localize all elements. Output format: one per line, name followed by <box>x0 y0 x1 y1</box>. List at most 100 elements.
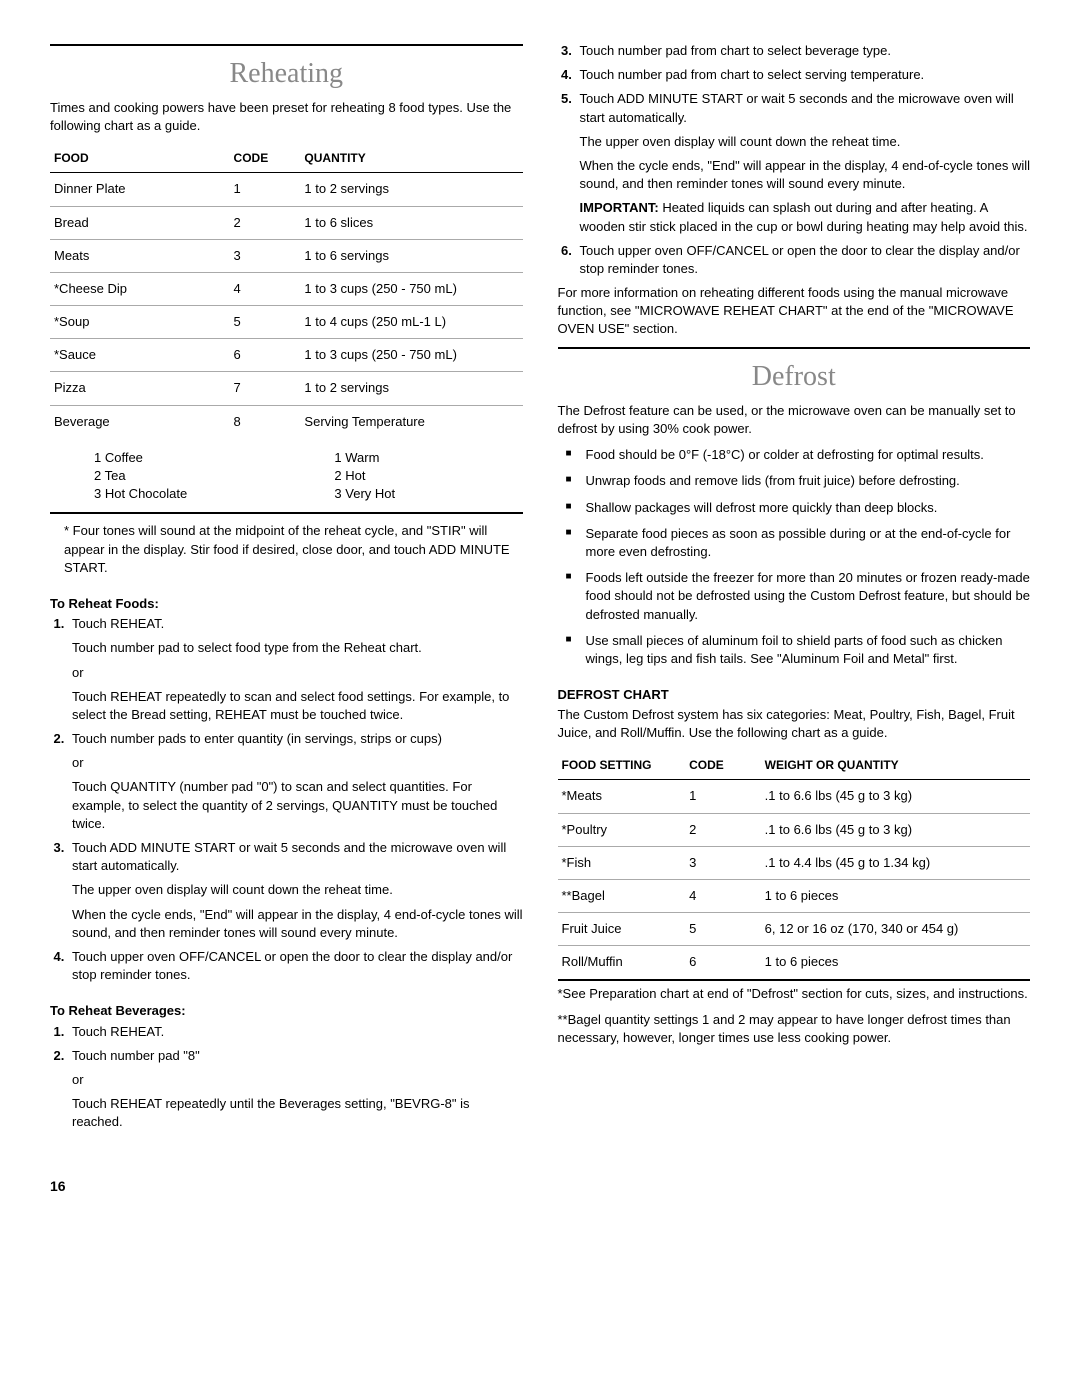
th-food: Food <box>50 144 230 173</box>
table-cell: 3 <box>230 239 301 272</box>
table-row: *Meats1.1 to 6.6 lbs (45 g to 3 kg) <box>558 780 1031 813</box>
table-cell: 1 to 6 servings <box>300 239 522 272</box>
th-code: Code <box>685 751 761 780</box>
step-para: Touch REHEAT repeatedly until the Bevera… <box>72 1095 523 1131</box>
th-code: Code <box>230 144 301 173</box>
table-cell: Serving Temperature <box>300 405 522 438</box>
list-item: 3 Hot Chocolate <box>94 485 296 503</box>
step-text: Touch number pads to enter quantity (in … <box>72 731 442 746</box>
list-item: 2 Tea <box>94 467 296 485</box>
table-cell: *Soup <box>50 306 230 339</box>
table-cell: 1 <box>230 173 301 206</box>
step-text: Touch upper oven OFF/CANCEL or open the … <box>580 243 1020 276</box>
reheat-bev-steps: Touch REHEAT. Touch number pad "8" or To… <box>68 1023 523 1132</box>
table-cell: 1 to 4 cups (250 mL-1 L) <box>300 306 522 339</box>
list-item: Foods left outside the freezer for more … <box>558 569 1031 624</box>
th-weight: Weight or Quantity <box>761 751 1030 780</box>
table-cell: 1 to 6 pieces <box>761 879 1030 912</box>
right-column: Touch number pad from chart to select be… <box>558 40 1031 1137</box>
list-item: Use small pieces of aluminum foil to shi… <box>558 632 1031 668</box>
defrost-footnote-1: *See Preparation chart at end of "Defros… <box>558 985 1031 1003</box>
table-cell: 1 to 6 pieces <box>761 946 1030 980</box>
page-number: 16 <box>50 1177 1030 1197</box>
table-row: *Sauce61 to 3 cups (250 - 750 mL) <box>50 339 523 372</box>
table-cell: *Poultry <box>558 813 686 846</box>
table-row: *Soup51 to 4 cups (250 mL-1 L) <box>50 306 523 339</box>
table-cell: 3 <box>685 846 761 879</box>
table-cell: 8 <box>230 405 301 438</box>
beverage-sublist: 1 Coffee2 Tea3 Hot Chocolate <box>94 449 296 504</box>
important-note: IMPORTANT: Heated liquids can splash out… <box>580 199 1031 235</box>
table-cell: 1 to 3 cups (250 - 750 mL) <box>300 339 522 372</box>
table-cell: *Fish <box>558 846 686 879</box>
table-cell: .1 to 4.4 lbs (45 g to 1.34 kg) <box>761 846 1030 879</box>
step-text: Touch number pad from chart to select se… <box>580 67 925 82</box>
reheat-table: Food Code Quantity Dinner Plate11 to 2 s… <box>50 144 523 515</box>
table-cell: Pizza <box>50 372 230 405</box>
table-row: Beverage8Serving Temperature <box>50 405 523 438</box>
th-qty: Quantity <box>300 144 522 173</box>
list-item: 1 Warm <box>334 449 518 467</box>
temp-sublist: 1 Warm2 Hot3 Very Hot <box>334 449 518 504</box>
table-cell: 7 <box>230 372 301 405</box>
reheating-title: Reheating <box>50 54 523 93</box>
step-para: The upper oven display will count down t… <box>580 133 1031 151</box>
table-cell: *Cheese Dip <box>50 272 230 305</box>
defrost-table: Food Setting Code Weight or Quantity *Me… <box>558 751 1031 981</box>
table-row: Pizza71 to 2 servings <box>50 372 523 405</box>
list-item: Separate food pieces as soon as possible… <box>558 525 1031 561</box>
step-para: Touch number pad to select food type fro… <box>72 639 523 657</box>
step-text: Touch number pad from chart to select be… <box>580 43 891 58</box>
table-cell: 1 to 2 servings <box>300 372 522 405</box>
table-cell: Bread <box>50 206 230 239</box>
table-row: Dinner Plate11 to 2 servings <box>50 173 523 206</box>
step-para: Touch REHEAT repeatedly to scan and sele… <box>72 688 523 724</box>
table-row: *Poultry2.1 to 6.6 lbs (45 g to 3 kg) <box>558 813 1031 846</box>
table-cell: 4 <box>230 272 301 305</box>
table-cell: Beverage <box>50 405 230 438</box>
table-cell: Dinner Plate <box>50 173 230 206</box>
table-cell: 1 to 2 servings <box>300 173 522 206</box>
reheat-footnote: * Four tones will sound at the midpoint … <box>64 522 523 577</box>
more-info: For more information on reheating differ… <box>558 284 1031 339</box>
step-para: The upper oven display will count down t… <box>72 881 523 899</box>
step-para: Touch QUANTITY (number pad "0") to scan … <box>72 778 523 833</box>
table-row: Meats31 to 6 servings <box>50 239 523 272</box>
defrost-chart-intro: The Custom Defrost system has six catego… <box>558 706 1031 742</box>
table-cell: **Bagel <box>558 879 686 912</box>
table-cell: .1 to 6.6 lbs (45 g to 3 kg) <box>761 780 1030 813</box>
step-para: When the cycle ends, "End" will appear i… <box>580 157 1031 193</box>
step-text: Touch upper oven OFF/CANCEL or open the … <box>72 949 512 982</box>
step-text: Touch REHEAT. <box>72 1024 164 1039</box>
defrost-title: Defrost <box>558 357 1031 396</box>
table-cell: 4 <box>685 879 761 912</box>
table-cell: 6 <box>685 946 761 980</box>
or-text: or <box>72 1071 523 1089</box>
important-label: IMPORTANT: <box>580 200 659 215</box>
table-cell: 2 <box>230 206 301 239</box>
table-cell: 2 <box>685 813 761 846</box>
or-text: or <box>72 664 523 682</box>
step-text: Touch REHEAT. <box>72 616 164 631</box>
left-column: Reheating Times and cooking powers have … <box>50 40 523 1137</box>
table-row: Fruit Juice56, 12 or 16 oz (170, 340 or … <box>558 913 1031 946</box>
table-cell: Meats <box>50 239 230 272</box>
table-cell: 5 <box>230 306 301 339</box>
table-cell: Roll/Muffin <box>558 946 686 980</box>
defrost-bullets: Food should be 0°F (-18°C) or colder at … <box>558 446 1031 668</box>
step-text: Touch ADD MINUTE START or wait 5 seconds… <box>72 840 506 873</box>
table-cell: 1 to 6 slices <box>300 206 522 239</box>
table-cell: .1 to 6.6 lbs (45 g to 3 kg) <box>761 813 1030 846</box>
table-cell: *Sauce <box>50 339 230 372</box>
table-cell: 6 <box>230 339 301 372</box>
table-cell: 1 <box>685 780 761 813</box>
list-item: Unwrap foods and remove lids (from fruit… <box>558 472 1031 490</box>
rule <box>50 44 523 46</box>
table-row: *Cheese Dip41 to 3 cups (250 - 750 mL) <box>50 272 523 305</box>
list-item: Food should be 0°F (-18°C) or colder at … <box>558 446 1031 464</box>
list-item: Shallow packages will defrost more quick… <box>558 499 1031 517</box>
reheat-bev-steps-cont: Touch number pad from chart to select be… <box>576 42 1031 278</box>
list-item: 1 Coffee <box>94 449 296 467</box>
table-cell: 6, 12 or 16 oz (170, 340 or 454 g) <box>761 913 1030 946</box>
table-cell: *Meats <box>558 780 686 813</box>
